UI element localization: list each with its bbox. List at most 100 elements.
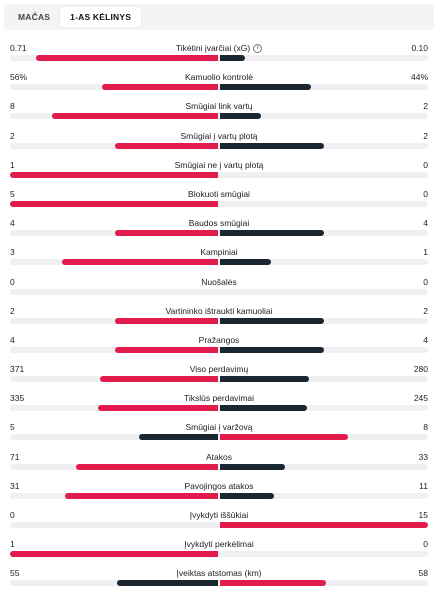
home-value: 3 — [10, 247, 15, 258]
away-bar — [220, 55, 245, 61]
stat-name: Vartininko ištraukti kamuoliai — [10, 306, 428, 316]
home-bar — [101, 84, 218, 91]
stat-row: 2 Vartininko ištraukti kamuoliai 2 — [10, 297, 428, 326]
stat-bar-track — [10, 288, 428, 295]
stat-row: 1 Smūgiai ne į vartų plotą 0 — [10, 151, 428, 180]
home-value: 55 — [10, 568, 20, 579]
home-bar — [10, 171, 218, 178]
stat-name: Smūgiai link vartų — [10, 101, 428, 111]
home-value: 2 — [10, 130, 15, 141]
away-bar — [220, 522, 428, 528]
home-bar — [35, 55, 218, 61]
away-value: 0 — [423, 188, 428, 199]
away-value: 44% — [410, 72, 428, 83]
stat-name: Smūgiai ne į vartų plotą — [10, 160, 428, 170]
stat-row: 0 Įvykdyti iššūkiai 15 — [10, 501, 428, 530]
home-value: 1 — [10, 539, 15, 550]
home-value: 371 — [10, 364, 25, 375]
home-value: 0 — [10, 510, 15, 520]
stat-row: 0.71 Tikėtini įvarčiai (xG) i 0.10 — [10, 34, 428, 63]
stat-row: 335 Tikslūs perdavimai 245 — [10, 384, 428, 413]
stat-label: Vartininko ištraukti kamuoliai — [165, 305, 273, 316]
stat-name: Nuošalės — [10, 277, 428, 287]
away-bar — [220, 463, 286, 470]
stat-name: Kampiniai — [10, 247, 428, 257]
away-value: 0.10 — [411, 43, 428, 53]
stat-bar-track — [10, 142, 428, 149]
away-value: 2 — [423, 130, 428, 141]
stat-label: Įvykdyti perkėlimai — [184, 539, 254, 550]
away-value: 15 — [418, 510, 428, 520]
home-bar — [114, 346, 218, 353]
stat-bar-track — [10, 376, 428, 383]
stat-bar-track — [10, 113, 428, 120]
stat-bar-track — [10, 580, 428, 587]
stats-list: 0.71 Tikėtini įvarčiai (xG) i 0.10 56% Kamuol… — [10, 34, 428, 589]
home-value: 5 — [10, 422, 15, 433]
home-bar — [76, 463, 218, 470]
stat-bar-track — [10, 434, 428, 441]
away-bar — [220, 346, 324, 353]
stat-label: Tikėtini įvarčiai (xG) — [175, 43, 251, 53]
home-bar — [117, 580, 218, 587]
stat-label: Atakos — [206, 451, 232, 462]
stat-row: 55 Įveiktas atstomas (km) 58 — [10, 559, 428, 588]
stat-bar-track — [10, 55, 428, 61]
away-bar — [220, 434, 348, 441]
stat-name: Tikėtini įvarčiai (xG) i — [10, 43, 428, 53]
stat-name: Smūgiai į vartų plotą — [10, 131, 428, 141]
away-value: 245 — [413, 393, 428, 404]
home-bar — [114, 142, 218, 149]
stat-label: Smūgiai ne į vartų plotą — [174, 159, 264, 170]
away-bar — [220, 492, 274, 499]
away-value: 4 — [423, 218, 428, 229]
away-value: 33 — [418, 451, 428, 462]
away-value: 8 — [423, 422, 428, 433]
home-value: 1 — [10, 159, 15, 170]
stat-bar-track — [10, 259, 428, 266]
tab-first-half[interactable]: 1-AS KĖLINYS — [60, 7, 142, 27]
away-bar — [220, 84, 311, 91]
tab-match[interactable]: MAČAS — [18, 12, 51, 22]
away-bar — [220, 580, 327, 587]
stat-name: Įvykdyti iššūkiai — [10, 510, 428, 520]
home-bar — [51, 113, 218, 120]
home-value: 8 — [10, 101, 15, 112]
stat-name: Smūgiai į varžovą — [10, 422, 428, 432]
home-value: 31 — [10, 480, 20, 491]
home-value: 2 — [10, 305, 15, 316]
stat-name: Pražangos — [10, 335, 428, 345]
stat-row: 8 Smūgiai link vartų 2 — [10, 92, 428, 121]
stat-name: Įveiktas atstomas (km) — [10, 568, 428, 578]
stat-bar-track — [10, 463, 428, 470]
stat-label: Smūgiai į varžovą — [185, 422, 253, 433]
stat-name: Kamuolio kontrolė — [10, 72, 428, 82]
home-bar — [64, 492, 218, 499]
home-bar — [10, 551, 218, 558]
stat-name: Pavojingos atakos — [10, 481, 428, 491]
away-value: 2 — [423, 101, 428, 112]
stat-row: 371 Viso perdavimų 280 — [10, 355, 428, 384]
stat-label: Kampiniai — [200, 247, 238, 258]
away-value: 0 — [423, 159, 428, 170]
stat-bar-track — [10, 84, 428, 91]
away-bar — [220, 376, 309, 383]
stat-row: 31 Pavojingos atakos 11 — [10, 472, 428, 501]
stat-label: Nuošalės — [201, 276, 237, 287]
home-value: 5 — [10, 188, 15, 199]
away-bar — [220, 230, 324, 237]
stat-label: Pavojingos atakos — [184, 480, 254, 491]
away-bar — [220, 142, 324, 149]
stat-row: 2 Smūgiai į vartų plotą 2 — [10, 122, 428, 151]
stat-bar-track — [10, 405, 428, 412]
away-bar — [220, 405, 308, 412]
away-value: 58 — [418, 568, 428, 579]
info-icon[interactable]: i — [253, 43, 263, 53]
home-value: 0 — [10, 276, 15, 287]
home-bar — [10, 200, 218, 207]
stat-label: Viso perdavimų — [189, 364, 249, 375]
home-value: 0.71 — [10, 43, 27, 53]
stat-label: Įvykdyti iššūkiai — [189, 510, 249, 520]
stat-label: Blokuoti smūgiai — [188, 188, 250, 199]
home-value: 4 — [10, 218, 15, 229]
